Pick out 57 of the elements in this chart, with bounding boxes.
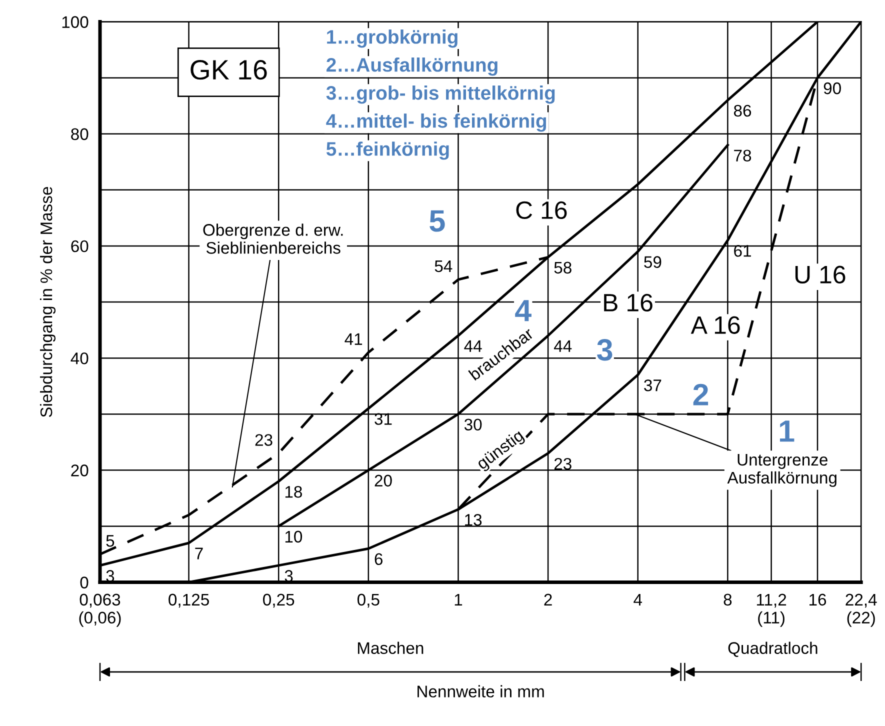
data-label: 23: [554, 458, 572, 470]
y-tick-label: 100: [62, 16, 88, 28]
annotation: Obergrenze d. erw. Sieblinienbereichs: [203, 224, 343, 254]
data-label: 54: [434, 260, 452, 272]
y-tick-label: 40: [70, 352, 88, 364]
annotation: 5: [430, 210, 445, 232]
y-tick-label: 0: [80, 576, 88, 588]
series-label: B 16: [604, 294, 652, 312]
data-label: 18: [285, 486, 302, 498]
annotation: 1: [780, 420, 794, 442]
data-label: 78: [734, 150, 752, 162]
annotation: 5…feinkörnig: [326, 142, 449, 160]
data-label: 59: [644, 256, 662, 268]
data-label: 37: [644, 379, 662, 392]
series-label: C 16: [516, 201, 567, 220]
x-tick-label: 4: [634, 594, 642, 606]
x-tick-label: 1: [454, 594, 462, 606]
annotation: 3…grob- bis mittelkörnig: [326, 86, 555, 104]
series-label: U 16: [795, 266, 846, 284]
y-tick-label: 20: [71, 464, 88, 476]
x-tick-label: 8: [724, 594, 732, 606]
data-label: 44: [554, 340, 572, 352]
x-tick-label: 0,5: [357, 594, 380, 608]
data-label: 13: [465, 514, 482, 526]
text: Quadratloch: [728, 642, 818, 657]
annotation: Untergrenze Ausfallkörnung: [727, 454, 836, 487]
text: Maschen: [358, 642, 424, 654]
x-tick-label: 0,125: [168, 594, 209, 608]
annotation: 2…Ausfallkörnung: [326, 58, 498, 76]
data-label: 41: [344, 333, 362, 345]
x-axis-title: Nennweite in mm: [418, 685, 544, 698]
y-axis-title: Siebdurchgang in % der Masse: [40, 186, 56, 418]
data-label: 58: [554, 262, 572, 274]
data-label: 90: [824, 82, 841, 94]
annotation: GK 16: [190, 60, 267, 80]
y-tick-label: 80: [71, 128, 88, 140]
data-label: 7: [195, 548, 203, 560]
data-label: 30: [464, 418, 482, 431]
data-label: 5: [106, 535, 114, 547]
data-label: 10: [285, 530, 302, 543]
x-tick-label: 11,2 (11): [756, 594, 786, 627]
data-label: 23: [255, 434, 272, 446]
annotation: 3: [597, 339, 612, 361]
data-label: 20: [374, 474, 392, 487]
data-label: 6: [374, 553, 383, 566]
x-tick-label: 0,25: [263, 594, 294, 608]
x-tick-label: 16: [810, 594, 826, 606]
annotation: 2: [693, 384, 708, 406]
data-label: 86: [734, 104, 752, 117]
x-tick-label: 0,063 (0,06): [79, 594, 121, 627]
annotation: 4: [515, 300, 532, 322]
x-tick-label: 22,4 (22): [846, 594, 877, 627]
series-label: A 16: [690, 316, 740, 334]
x-tick-label: 2: [544, 594, 552, 606]
annotation: 4…mittel- bis feinkörnig: [326, 114, 546, 132]
y-tick-label: 60: [71, 240, 88, 252]
annotation: 1…grobkörnig: [327, 29, 458, 48]
